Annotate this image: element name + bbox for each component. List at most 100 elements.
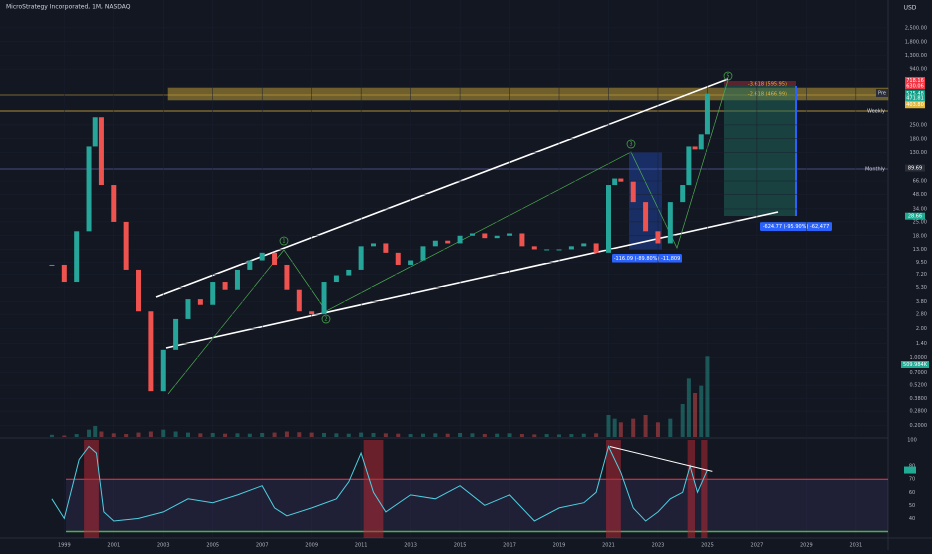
- x-tick-label: 2011: [355, 543, 368, 549]
- volume-bar: [371, 432, 376, 437]
- rsi-tick-label: 40: [909, 516, 915, 522]
- short-target-zone: [724, 86, 796, 216]
- candle: [507, 233, 513, 236]
- candle: [482, 233, 488, 239]
- rsi-overbought-zone: [84, 440, 99, 538]
- candle: [494, 235, 500, 239]
- volume-bar: [223, 433, 228, 437]
- volume-bar: [93, 426, 98, 437]
- x-tick-label: 2015: [454, 543, 467, 549]
- volume-bar: [198, 433, 203, 437]
- candle: [618, 178, 624, 182]
- candle: [86, 146, 92, 232]
- volume-bar: [185, 432, 190, 437]
- candle: [408, 260, 414, 265]
- volume-bar: [532, 434, 537, 437]
- pre-tag: [876, 89, 888, 97]
- volume-bar: [519, 434, 524, 437]
- volume-bar: [686, 378, 691, 437]
- price-tag-label: 525.48: [906, 91, 924, 97]
- rsi-overbought-zone: [363, 440, 384, 538]
- wave-circle: [321, 314, 331, 324]
- price-tag-label: 718.16: [906, 78, 924, 84]
- candle: [698, 134, 704, 150]
- y-tick-label: 2.80: [916, 312, 927, 318]
- x-tick-label: 2021: [602, 543, 615, 549]
- wave-circle: [626, 139, 636, 149]
- rsi-band: [66, 479, 888, 532]
- volume-bar: [544, 434, 549, 437]
- y-tick-label: 1,800.00: [905, 39, 927, 45]
- candle: [667, 202, 673, 244]
- candle: [581, 243, 587, 247]
- volume-bar: [272, 432, 277, 437]
- candle: [98, 117, 104, 186]
- volume-label: 509.984K: [903, 362, 928, 368]
- candle: [61, 264, 67, 283]
- volume-bar: [383, 433, 388, 437]
- candle: [445, 240, 451, 244]
- candle: [519, 233, 525, 247]
- volume-bar: [334, 433, 339, 437]
- measure-label: -624.77 (-95.90%) -62,477: [763, 224, 830, 230]
- rsi-trendline: [609, 446, 713, 472]
- volume-bar: [699, 385, 704, 437]
- y-tick-label: 1,300.00: [905, 53, 927, 59]
- candle: [692, 146, 698, 150]
- candle: [74, 231, 80, 283]
- candle: [259, 252, 265, 261]
- volume-bar: [612, 418, 617, 437]
- price-tag: [905, 212, 925, 220]
- x-tick-label: 2013: [404, 543, 417, 549]
- volume-bar: [569, 434, 574, 437]
- candle: [92, 117, 98, 147]
- candle: [222, 282, 228, 290]
- rsi-overbought-zone: [687, 440, 696, 538]
- x-tick-label: 2019: [553, 543, 566, 549]
- wave-circle: [723, 71, 733, 81]
- x-tick-label: 2025: [701, 543, 714, 549]
- volume-bar: [445, 433, 450, 437]
- candle: [173, 318, 179, 350]
- measure-tag: [612, 254, 682, 263]
- candle: [321, 282, 327, 315]
- y-tick-label: 5.30: [916, 285, 927, 291]
- y-tick-label: 180.00: [910, 136, 928, 142]
- candle: [148, 311, 154, 392]
- candle: [395, 252, 401, 265]
- volume-bar: [631, 418, 636, 437]
- candle: [568, 246, 574, 250]
- candle: [333, 275, 339, 283]
- candle: [457, 235, 463, 244]
- candle: [371, 243, 377, 247]
- candle: [346, 269, 352, 276]
- volume-bar: [124, 434, 129, 437]
- candle: [544, 249, 550, 251]
- currency: USD: [904, 5, 917, 12]
- volume-bar: [458, 432, 463, 437]
- wave-label: 3: [629, 142, 632, 148]
- candle: [420, 246, 426, 261]
- wave-labels: 1 2 3 5: [279, 71, 733, 324]
- volume-bar: [309, 432, 314, 437]
- x-tick-label: 2009: [305, 543, 318, 549]
- y-tick-label: 18.00: [913, 233, 927, 239]
- candle: [432, 240, 438, 247]
- rsi-overbought-zone: [701, 440, 708, 538]
- volume-bar: [62, 435, 67, 437]
- candle: [272, 252, 278, 265]
- volume-bar: [74, 434, 79, 437]
- candle: [630, 181, 636, 203]
- candle: [655, 231, 661, 244]
- y-tick-label: 3.80: [916, 299, 927, 305]
- volume-bar: [297, 432, 302, 437]
- candle: [686, 146, 692, 186]
- y-tick-label: 940.00: [910, 67, 928, 73]
- volume-bar: [235, 433, 240, 437]
- y-tick-label: 0.2800: [910, 409, 928, 415]
- candle: [296, 289, 302, 312]
- candle: [556, 249, 562, 251]
- measure-label: -116.09 (-89.80%) -11,809: [614, 256, 681, 262]
- price-tag-label: 630.06: [906, 83, 924, 89]
